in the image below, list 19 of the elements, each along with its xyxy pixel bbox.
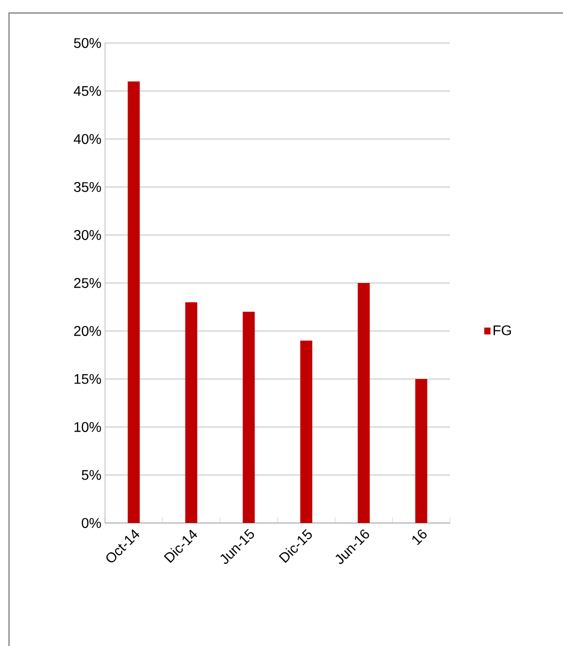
y-tick-label: 30% xyxy=(74,230,101,240)
bar xyxy=(242,312,255,523)
legend-label: FG xyxy=(494,325,511,336)
bar xyxy=(128,81,140,523)
y-tick-label: 40% xyxy=(74,134,101,144)
bar xyxy=(185,302,198,523)
bar xyxy=(300,340,312,523)
y-tick-label: 25% xyxy=(74,278,101,288)
y-tick-label: 35% xyxy=(74,182,101,192)
y-tick-label: 50% xyxy=(74,38,101,48)
y-tick-label: 15% xyxy=(74,374,101,384)
y-tick-label: 20% xyxy=(74,326,101,336)
y-tick-label: 0% xyxy=(82,518,101,528)
y-tick-label: 5% xyxy=(82,470,101,480)
y-tick-label: 10% xyxy=(74,422,101,432)
bar xyxy=(358,283,370,523)
x-tick-label: 16 xyxy=(412,530,427,546)
bar xyxy=(415,379,428,523)
y-tick-label: 45% xyxy=(74,86,101,96)
